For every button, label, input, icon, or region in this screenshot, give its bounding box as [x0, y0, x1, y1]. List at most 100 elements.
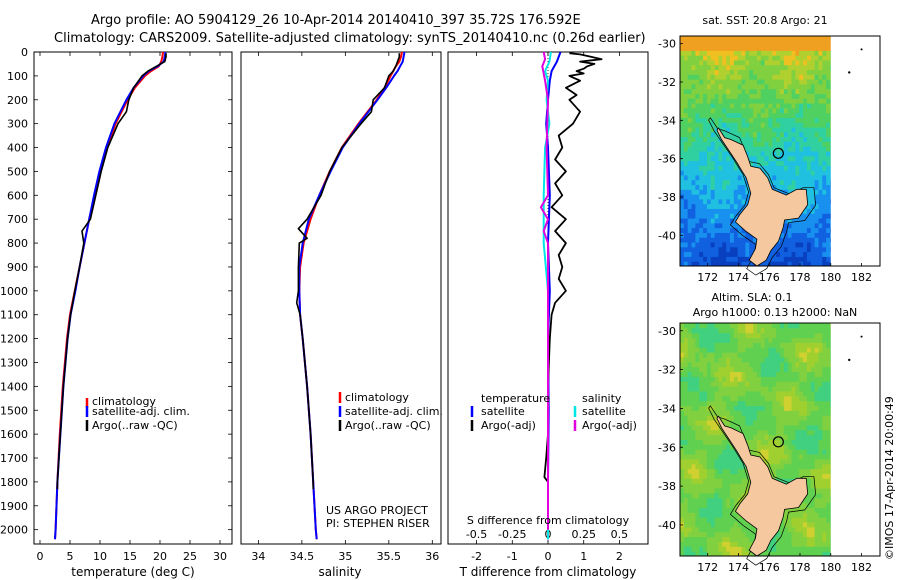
heatmap-cell [726, 213, 731, 219]
heatmap-cell [768, 429, 773, 436]
heatmap-cell [772, 165, 777, 171]
heatmap-cell [703, 198, 708, 205]
heatmap-cell [710, 468, 716, 474]
heatmap-cell [706, 112, 712, 118]
heatmap-cell [795, 536, 800, 542]
heatmap-cell [795, 429, 800, 436]
heatmap-cell [787, 551, 793, 557]
heatmap-cell [756, 390, 762, 397]
heatmap-cell [806, 405, 812, 411]
heatmap-cell [730, 160, 735, 166]
heatmap-cell [826, 366, 831, 373]
heatmap-cell [783, 352, 789, 358]
heatmap-cell [718, 107, 723, 114]
heatmap-cell [722, 218, 727, 224]
heatmap-cell [799, 415, 804, 421]
heatmap-cell [753, 327, 758, 334]
heatmap-cell [753, 141, 758, 147]
heatmap-cell [791, 117, 796, 123]
depth-tick-label: 700 [7, 213, 28, 226]
legend-title-temperature: temperature [481, 392, 550, 405]
heatmap-cell [726, 454, 731, 460]
heatmap-cell [799, 155, 804, 162]
heatmap-cell [814, 502, 819, 508]
heatmap-cell [726, 400, 731, 407]
heatmap-cell [806, 531, 812, 538]
heatmap-cell [722, 381, 727, 387]
heatmap-cell [730, 546, 735, 552]
heatmap-cell [799, 473, 804, 479]
heatmap-cell [718, 165, 723, 171]
heatmap-cell [787, 356, 793, 363]
heatmap-cell [818, 165, 823, 171]
heatmap-cell [783, 232, 789, 238]
heatmap-cell [810, 488, 816, 494]
heatmap-cell [695, 327, 700, 334]
heatmap-cell [683, 502, 689, 508]
heatmap-cell [730, 189, 735, 195]
legend-title-salinity: salinity [582, 392, 622, 405]
heatmap-cell [795, 444, 800, 450]
heatmap-cell [741, 36, 746, 42]
heatmap-cell [683, 478, 689, 484]
heatmap-cell [737, 488, 743, 494]
heatmap-cell [737, 536, 743, 542]
heatmap-cell [810, 218, 816, 224]
heatmap-cell [810, 242, 816, 248]
heatmap-cell [683, 55, 689, 61]
heatmap-cell [795, 546, 800, 552]
heatmap-cell [791, 45, 796, 51]
heatmap-cell [826, 208, 831, 214]
heatmap-cell [783, 512, 789, 518]
heatmap-cell [768, 327, 773, 334]
heatmap-cell [803, 256, 808, 262]
heatmap-cell [787, 463, 793, 470]
heatmap-cell [714, 371, 719, 377]
heatmap-cell [718, 381, 723, 387]
heatmap-cell [730, 127, 735, 133]
heatmap-cell [818, 198, 823, 205]
heatmap-cell [810, 386, 816, 392]
heatmap-cell [703, 497, 708, 504]
heatmap-cell [768, 251, 773, 257]
heatmap-cell [803, 174, 808, 181]
heatmap-cell [806, 342, 812, 348]
heatmap-cell [818, 55, 823, 61]
heatmap-cell [683, 184, 689, 190]
x-tick-label: 1 [580, 550, 587, 563]
heatmap-cell [687, 160, 693, 166]
heatmap-cell [714, 256, 719, 262]
heatmap-cell [726, 112, 731, 118]
heatmap-cell [799, 376, 804, 382]
heatmap-cell [810, 98, 816, 104]
heatmap-cell [718, 103, 723, 109]
heatmap-cell [803, 551, 808, 557]
heatmap-cell [710, 546, 716, 552]
heatmap-cell [776, 160, 781, 166]
heatmap-cell [718, 473, 723, 479]
heatmap-cell [810, 117, 816, 123]
island-marker [860, 335, 863, 338]
heatmap-cell [695, 366, 700, 373]
heatmap-cell [826, 112, 831, 118]
heatmap-cell [745, 429, 750, 436]
heatmap-cell [718, 117, 723, 123]
heatmap-cell [699, 69, 704, 75]
heatmap-cell [764, 117, 769, 123]
heatmap-cell [818, 227, 823, 233]
heatmap-cell [810, 122, 816, 128]
heatmap-cell [806, 261, 812, 267]
heatmap-cell [722, 36, 727, 42]
heatmap-cell [810, 36, 816, 42]
heatmap-cell [699, 410, 704, 416]
heatmap-cell [803, 117, 808, 123]
x-tick-label: 15 [123, 550, 137, 563]
heatmap-cell [730, 400, 735, 407]
heatmap-cell [733, 473, 739, 479]
heatmap-cell [722, 64, 727, 71]
heatmap-cell [710, 444, 716, 450]
heatmap-cell [695, 93, 700, 99]
heatmap-cell [687, 131, 693, 138]
heatmap-cell [718, 327, 723, 334]
heatmap-cell [791, 405, 796, 411]
